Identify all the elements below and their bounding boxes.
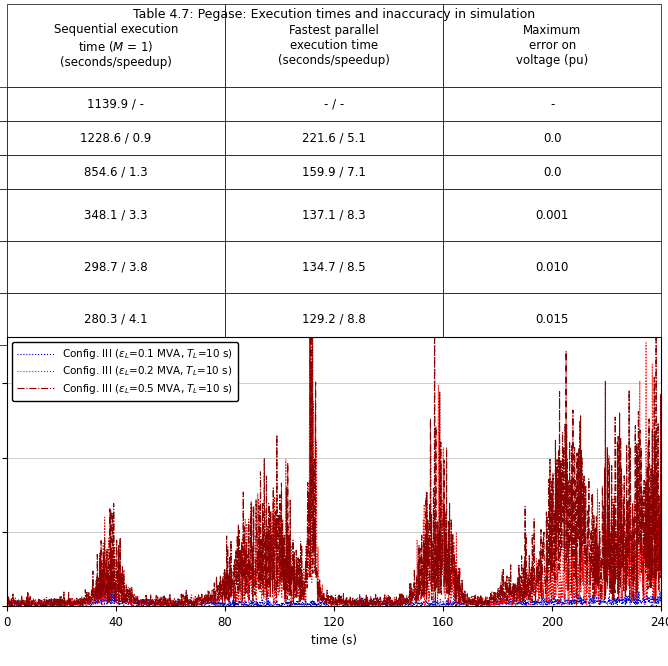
Config. III ($\varepsilon_L$=0.5 MVA, $T_L$=10 s) (3, 598, 11, 606)
Config. III ($\varepsilon_L$=0.1 MVA, $T_L$=10 s) (75, 602, 84, 610)
Config. III ($\varepsilon_L$=0.2 MVA, $T_L$=10 s) (657, 589, 665, 597)
Config. III ($\varepsilon_L$=0.5 MVA, $T_L$=10 s) (657, 523, 665, 531)
Legend: Config. III ($\varepsilon_L$=0.1 MVA, $T_L$=10 s), Config. III ($\varepsilon_L$=: Config. III ($\varepsilon_L$=0.1 MVA, $T… (12, 342, 238, 401)
Config. III ($\varepsilon_L$=0.2 MVA, $T_L$=10 s) (21, 599, 29, 607)
Config. III ($\varepsilon_L$=0.5 MVA, $T_L$=10 s) (307, 59, 315, 67)
Config. III ($\varepsilon_L$=0.5 MVA, $T_L$=10 s) (53, 598, 61, 606)
Config. III ($\varepsilon_L$=0.1 MVA, $T_L$=10 s) (558, 601, 566, 609)
Config. III ($\varepsilon_L$=0.1 MVA, $T_L$=10 s) (301, 600, 309, 608)
Line: Config. III ($\varepsilon_L$=0.5 MVA, $T_L$=10 s): Config. III ($\varepsilon_L$=0.5 MVA, $T… (7, 63, 661, 606)
Config. III ($\varepsilon_L$=0.1 MVA, $T_L$=10 s) (3, 595, 11, 603)
Line: Config. III ($\varepsilon_L$=0.2 MVA, $T_L$=10 s): Config. III ($\varepsilon_L$=0.2 MVA, $T… (7, 157, 661, 606)
Config. III ($\varepsilon_L$=0.5 MVA, $T_L$=10 s) (93, 594, 101, 602)
Config. III ($\varepsilon_L$=0.1 MVA, $T_L$=10 s) (93, 599, 101, 607)
Config. III ($\varepsilon_L$=0.2 MVA, $T_L$=10 s) (93, 589, 101, 597)
Config. III ($\varepsilon_L$=0.2 MVA, $T_L$=10 s) (558, 577, 566, 585)
Line: Config. III ($\varepsilon_L$=0.1 MVA, $T_L$=10 s): Config. III ($\varepsilon_L$=0.1 MVA, $T… (7, 574, 661, 606)
Config. III ($\varepsilon_L$=0.1 MVA, $T_L$=10 s) (53, 601, 61, 609)
Config. III ($\varepsilon_L$=0.5 MVA, $T_L$=10 s) (21, 602, 29, 610)
Config. III ($\varepsilon_L$=0.1 MVA, $T_L$=10 s) (657, 599, 665, 607)
Config. III ($\varepsilon_L$=0.5 MVA, $T_L$=10 s) (558, 546, 566, 554)
X-axis label: time (s): time (s) (311, 634, 357, 647)
Config. III ($\varepsilon_L$=0.2 MVA, $T_L$=10 s) (3, 599, 11, 607)
Config. III ($\varepsilon_L$=0.5 MVA, $T_L$=10 s) (69, 602, 77, 610)
Config. III ($\varepsilon_L$=0.2 MVA, $T_L$=10 s) (486, 602, 494, 610)
Config. III ($\varepsilon_L$=0.1 MVA, $T_L$=10 s) (109, 570, 117, 578)
Config. III ($\varepsilon_L$=0.2 MVA, $T_L$=10 s) (300, 564, 308, 572)
Config. III ($\varepsilon_L$=0.2 MVA, $T_L$=10 s) (74, 600, 82, 608)
Config. III ($\varepsilon_L$=0.1 MVA, $T_L$=10 s) (74, 596, 82, 604)
Config. III ($\varepsilon_L$=0.2 MVA, $T_L$=10 s) (309, 153, 317, 161)
Config. III ($\varepsilon_L$=0.2 MVA, $T_L$=10 s) (53, 598, 61, 606)
Config. III ($\varepsilon_L$=0.5 MVA, $T_L$=10 s) (75, 596, 83, 604)
Config. III ($\varepsilon_L$=0.1 MVA, $T_L$=10 s) (21, 602, 29, 610)
Text: Table 4.7: Pegase: Execution times and inaccuracy in simulation: Table 4.7: Pegase: Execution times and i… (133, 8, 535, 21)
Config. III ($\varepsilon_L$=0.5 MVA, $T_L$=10 s) (300, 591, 308, 599)
